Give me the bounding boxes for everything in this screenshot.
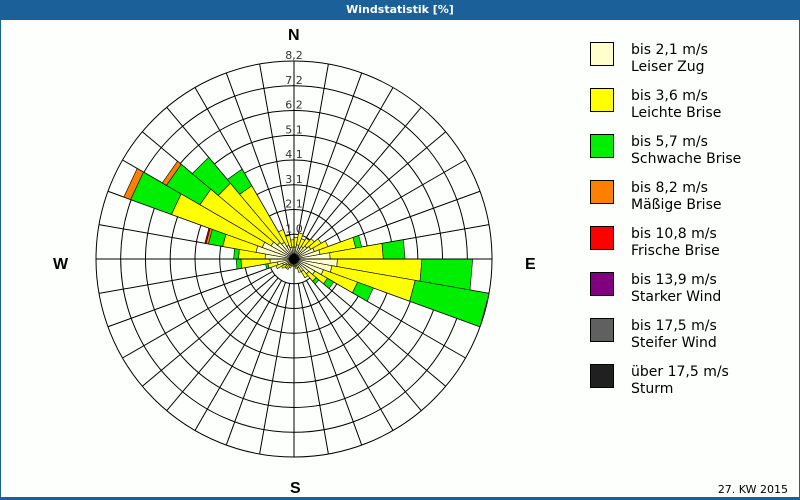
grid-spoke — [122, 270, 273, 359]
legend-swatch-leiser-zug — [590, 42, 614, 66]
grid-spoke — [309, 277, 422, 411]
grid-spoke — [194, 280, 283, 431]
sector-segment — [409, 280, 490, 328]
grid-spoke — [107, 266, 271, 328]
grid-spoke — [312, 131, 446, 244]
legend-swatch-steifer-wind — [590, 318, 614, 342]
sector-segment — [381, 239, 406, 260]
radial-tick-label: 6,2 — [285, 99, 303, 112]
grid-spoke — [142, 274, 276, 387]
radial-tick-label: 3,1 — [285, 173, 303, 186]
legend-name: Steifer Wind — [631, 335, 717, 351]
legend-range: bis 5,7 m/s — [631, 134, 708, 150]
grid-spoke — [225, 282, 287, 446]
period-label: 27. KW 2015 — [717, 483, 788, 496]
sector-segment — [296, 266, 302, 274]
sector-segment — [352, 281, 374, 302]
radial-tick-label: 2,1 — [285, 198, 303, 211]
compass-east-label: E — [525, 256, 536, 273]
grid-spoke — [309, 107, 422, 241]
legend-swatch-sturm — [590, 364, 614, 388]
legend-name: Mäßige Brise — [631, 197, 722, 213]
grid-spoke — [301, 282, 363, 446]
legend-swatch-leichte-brise — [590, 88, 614, 112]
grid-spoke — [301, 72, 363, 236]
compass-west-label: W — [53, 256, 69, 273]
legend-swatch-frische-brise — [590, 226, 614, 250]
sector-segment — [285, 234, 293, 249]
legend-name: Sturm — [631, 381, 674, 397]
grid-spoke — [305, 280, 394, 431]
grid-spoke — [259, 63, 291, 235]
sector-segment — [233, 248, 240, 260]
sector-segment — [240, 258, 271, 269]
bottom-border — [0, 497, 800, 500]
grid-spoke — [166, 277, 279, 411]
grid-spoke — [297, 283, 329, 455]
legend-range: über 17,5 m/s — [631, 364, 729, 380]
legend-name: Schwache Brise — [631, 151, 742, 167]
sector-segment — [300, 269, 309, 279]
legend-name: Leiser Zug — [631, 59, 705, 75]
legend-range: bis 13,9 m/s — [631, 272, 717, 288]
sector-segment — [123, 168, 144, 200]
grid-spoke — [312, 274, 446, 387]
legend-range: bis 2,1 m/s — [631, 42, 708, 58]
legend-range: bis 17,5 m/s — [631, 318, 717, 334]
sector-segment — [191, 156, 231, 196]
radial-tick-label: 7,2 — [285, 74, 303, 87]
window-title: Windstatistik [%] — [0, 0, 800, 20]
sector-segment — [161, 160, 182, 186]
sector-segment — [226, 168, 253, 195]
legend-swatch-schwache-brise — [590, 134, 614, 158]
grid-spoke — [305, 87, 394, 238]
legend-range: bis 3,6 m/s — [631, 88, 708, 104]
compass-south-label: S — [290, 480, 301, 497]
grid-spoke — [297, 63, 329, 235]
legend-name: Starker Wind — [631, 289, 722, 305]
radial-tick-label: 8,2 — [285, 49, 303, 62]
legend-name: Leichte Brise — [631, 105, 722, 121]
radial-tick-label: 1,0 — [285, 222, 303, 235]
legend-range: bis 10,8 m/s — [631, 226, 717, 242]
grid-spoke — [225, 72, 287, 236]
radial-tick-label: 5,1 — [285, 123, 303, 136]
grid-spoke — [259, 283, 291, 455]
sector-segment — [294, 265, 298, 269]
sector-segment — [235, 258, 243, 270]
sector-segment — [296, 232, 304, 246]
compass-north-label: N — [288, 27, 300, 44]
sector-segment — [323, 277, 335, 289]
sector-segment — [312, 277, 320, 285]
legend-swatch-starker-wind — [590, 272, 614, 296]
radial-tick-label: 4,1 — [285, 148, 303, 161]
legend-name: Frische Brise — [631, 243, 720, 259]
grid-spoke — [315, 159, 466, 248]
sector-segment — [277, 229, 290, 247]
legend-swatch-maessige-brise — [590, 180, 614, 204]
legend-range: bis 8,2 m/s — [631, 180, 708, 196]
